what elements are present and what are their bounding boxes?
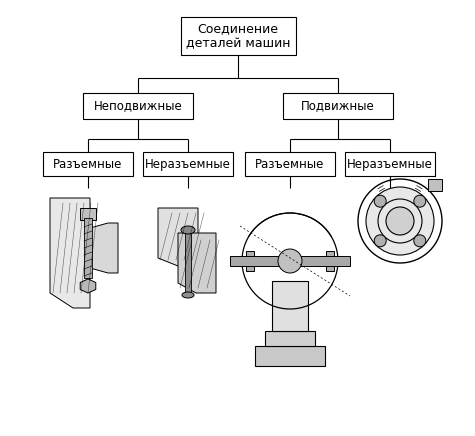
Bar [185, 233, 191, 293]
FancyBboxPatch shape [43, 152, 133, 176]
Circle shape [366, 187, 434, 255]
Polygon shape [80, 279, 96, 293]
Bar [246, 251, 254, 271]
FancyBboxPatch shape [245, 152, 335, 176]
Circle shape [386, 207, 414, 235]
Text: Неподвижные: Неподвижные [94, 99, 182, 112]
Bar [265, 331, 315, 346]
Polygon shape [178, 233, 216, 293]
Bar [272, 281, 308, 331]
Text: Разъемные: Разъемные [256, 157, 325, 170]
Text: Соединение
деталей машин: Соединение деталей машин [186, 22, 290, 50]
Bar [80, 208, 96, 220]
Text: Разъемные: Разъемные [53, 157, 123, 170]
Text: Неразъемные: Неразъемные [145, 157, 231, 170]
Circle shape [374, 195, 386, 207]
Bar [428, 179, 442, 191]
Circle shape [374, 235, 386, 247]
FancyBboxPatch shape [143, 152, 233, 176]
FancyBboxPatch shape [180, 17, 295, 55]
Ellipse shape [182, 292, 194, 298]
Bar [84, 218, 92, 278]
Polygon shape [158, 208, 198, 268]
Circle shape [414, 235, 426, 247]
FancyBboxPatch shape [83, 93, 193, 119]
Circle shape [414, 195, 426, 207]
Bar [255, 346, 325, 366]
Text: Подвижные: Подвижные [301, 99, 375, 112]
Polygon shape [50, 198, 90, 308]
FancyBboxPatch shape [283, 93, 393, 119]
Ellipse shape [181, 226, 195, 234]
FancyBboxPatch shape [345, 152, 435, 176]
Bar [326, 251, 334, 271]
Bar [230, 256, 350, 266]
Circle shape [278, 249, 302, 273]
Polygon shape [90, 223, 118, 273]
Text: Неразъемные: Неразъемные [347, 157, 433, 170]
